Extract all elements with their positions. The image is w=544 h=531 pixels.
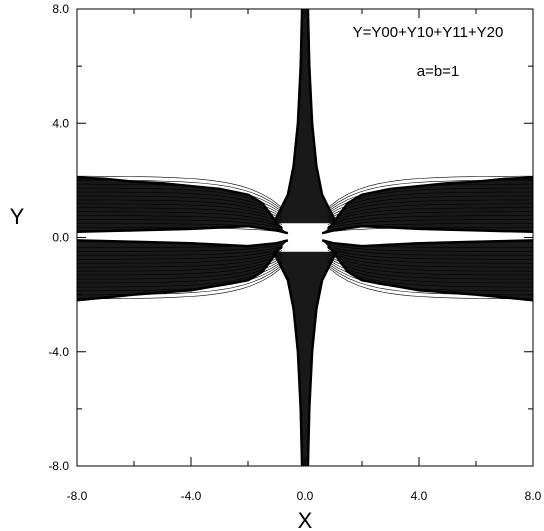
fine-curve-3-2 [327, 246, 533, 256]
fine-curve-2-4 [77, 250, 283, 264]
fine-curve-3-11 [327, 263, 533, 292]
fine-curve-1-13 [327, 175, 533, 208]
fine-curve-2-5 [77, 252, 283, 268]
fine-curve-0-9 [77, 191, 283, 216]
fine-curve-0-13 [77, 175, 283, 208]
fine-curve-1-2 [327, 219, 533, 229]
fine-curve-2-6 [77, 253, 283, 272]
fine-curve-1-9 [327, 191, 533, 216]
fine-curve-1-12 [327, 179, 534, 210]
fine-curve-0-3 [77, 215, 283, 227]
fine-curve-1-7 [327, 199, 533, 220]
fine-curve-3-6 [327, 253, 533, 272]
fine-curve-1-0 [327, 227, 533, 233]
fine-curve-1-4 [327, 211, 533, 225]
band-upper-right [322, 177, 533, 234]
fine-curve-3-12 [327, 265, 534, 296]
band-bottom-spike [273, 251, 337, 466]
x-axis-title: X [298, 508, 313, 531]
y-tick-label: 8.0 [52, 2, 69, 16]
fine-curve-1-10 [327, 187, 534, 214]
annotation-formula: Y=Y00+Y10+Y11+Y20 [353, 24, 504, 41]
x-tick-label: -4.0 [181, 489, 202, 503]
fine-curve-3-3 [327, 248, 533, 260]
fine-curve-2-3 [77, 248, 283, 260]
fine-curve-2-12 [76, 265, 283, 296]
fine-curve-0-2 [77, 219, 283, 229]
fine-curve-3-1 [327, 244, 533, 252]
axis-ticks-group [76, 8, 534, 467]
series-line-5 [76, 239, 289, 248]
fine-curve-3-0 [327, 242, 533, 248]
fine-curve-3-10 [327, 261, 534, 288]
y-tick-label: 4.0 [52, 116, 69, 130]
fine-curve-2-1 [77, 244, 283, 252]
fine-curve-0-10 [76, 187, 283, 214]
fine-curve-1-6 [327, 203, 533, 222]
fine-curve-0-6 [77, 203, 283, 222]
fine-curve-0-4 [77, 211, 283, 225]
fine-curve-2-7 [77, 255, 283, 276]
series-line-1 [76, 224, 289, 235]
x-tick-label: 4.0 [411, 489, 428, 503]
tick-labels-group: -8.0 -4.0 0.0 4.0 8.0 -8.0 -4.0 0.0 4.0 8.0 [48, 2, 541, 503]
fine-curve-1-11 [327, 183, 533, 212]
fine-curve-1-1 [327, 223, 533, 231]
fine-curve-0-8 [76, 195, 283, 218]
fine-curve-3-8 [327, 257, 534, 280]
fine-curve-0-12 [76, 179, 283, 210]
fine-curve-3-9 [327, 259, 533, 284]
x-tick-label: -8.0 [67, 489, 88, 503]
fine-curve-0-7 [77, 199, 283, 220]
series-line-3 [321, 224, 534, 235]
fine-curve-3-5 [327, 252, 533, 268]
y-tick-label: 0.0 [52, 231, 69, 245]
fine-curve-2-8 [76, 257, 283, 280]
fine-curve-2-0 [77, 242, 283, 248]
y-tick-label: -4.0 [48, 345, 69, 359]
fine-curve-2-10 [76, 261, 283, 288]
fine-curve-2-13 [77, 267, 283, 300]
x-tick-label: 8.0 [525, 489, 542, 503]
fine-curve-0-1 [77, 223, 283, 231]
fine-curve-0-5 [77, 207, 283, 223]
annotation-parameters: a=b=1 [417, 63, 460, 80]
fine-curve-0-0 [77, 227, 283, 233]
x-tick-label: 0.0 [297, 489, 314, 503]
y-tick-label: -8.0 [48, 459, 69, 473]
fine-curve-2-9 [77, 259, 283, 284]
series-line-7 [321, 239, 534, 248]
data-series-group [76, 8, 534, 467]
fine-curve-3-13 [327, 267, 533, 300]
fine-curve-1-8 [327, 195, 534, 218]
y-axis-title: Y [10, 204, 25, 229]
fine-curve-3-7 [327, 255, 533, 276]
fine-curve-3-4 [327, 250, 533, 264]
fine-curve-2-2 [77, 246, 283, 256]
fine-curve-1-3 [327, 215, 533, 227]
fine-curve-0-11 [77, 183, 283, 212]
band-upper-left [77, 177, 288, 234]
fine-curve-2-11 [77, 263, 283, 292]
fine-curve-1-5 [327, 207, 533, 223]
band-top-spike [273, 9, 337, 224]
